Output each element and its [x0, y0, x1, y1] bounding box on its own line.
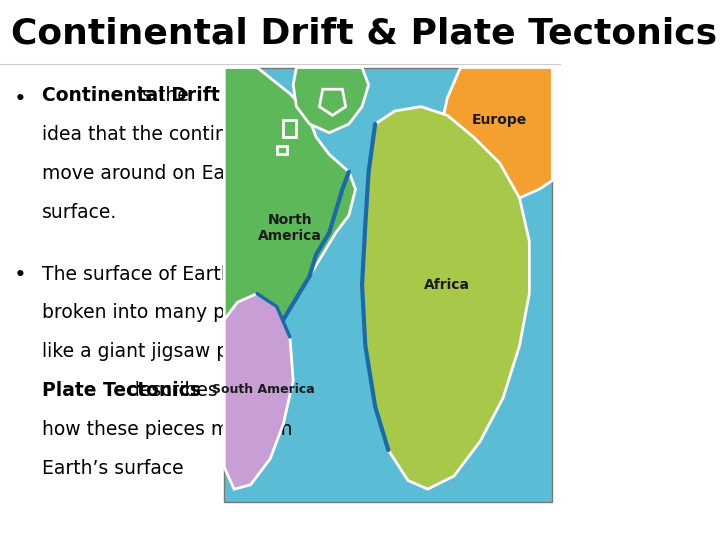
- Text: Europe: Europe: [472, 113, 528, 127]
- Polygon shape: [362, 106, 529, 489]
- Text: like a giant jigsaw puzzle.: like a giant jigsaw puzzle.: [42, 342, 282, 361]
- Text: broken into many pieces: broken into many pieces: [42, 303, 274, 322]
- Text: Plate Tectonics: Plate Tectonics: [42, 381, 201, 400]
- Polygon shape: [441, 68, 552, 207]
- Text: Earth’s surface: Earth’s surface: [42, 459, 184, 478]
- Text: describes: describes: [122, 381, 218, 400]
- Text: surface.: surface.: [42, 203, 117, 222]
- Polygon shape: [225, 68, 356, 359]
- Text: •: •: [14, 89, 27, 109]
- Polygon shape: [293, 68, 369, 133]
- Text: •: •: [14, 265, 27, 285]
- Text: idea that the continents: idea that the continents: [42, 125, 267, 144]
- Polygon shape: [276, 146, 287, 154]
- Text: The surface of Earth is: The surface of Earth is: [42, 265, 254, 284]
- Polygon shape: [225, 294, 293, 489]
- Text: Continental Drift & Plate Tectonics: Continental Drift & Plate Tectonics: [12, 16, 717, 50]
- Polygon shape: [320, 89, 346, 116]
- Text: South America: South America: [212, 383, 315, 396]
- FancyBboxPatch shape: [225, 68, 552, 502]
- Text: Continental Drift: Continental Drift: [42, 86, 220, 105]
- Text: move around on Earth’s: move around on Earth’s: [42, 164, 268, 183]
- Text: how these pieces move on: how these pieces move on: [42, 420, 292, 439]
- Text: Africa: Africa: [424, 278, 470, 292]
- Text: North
America: North America: [258, 213, 322, 244]
- Polygon shape: [284, 120, 297, 137]
- Text: is the: is the: [130, 86, 189, 105]
